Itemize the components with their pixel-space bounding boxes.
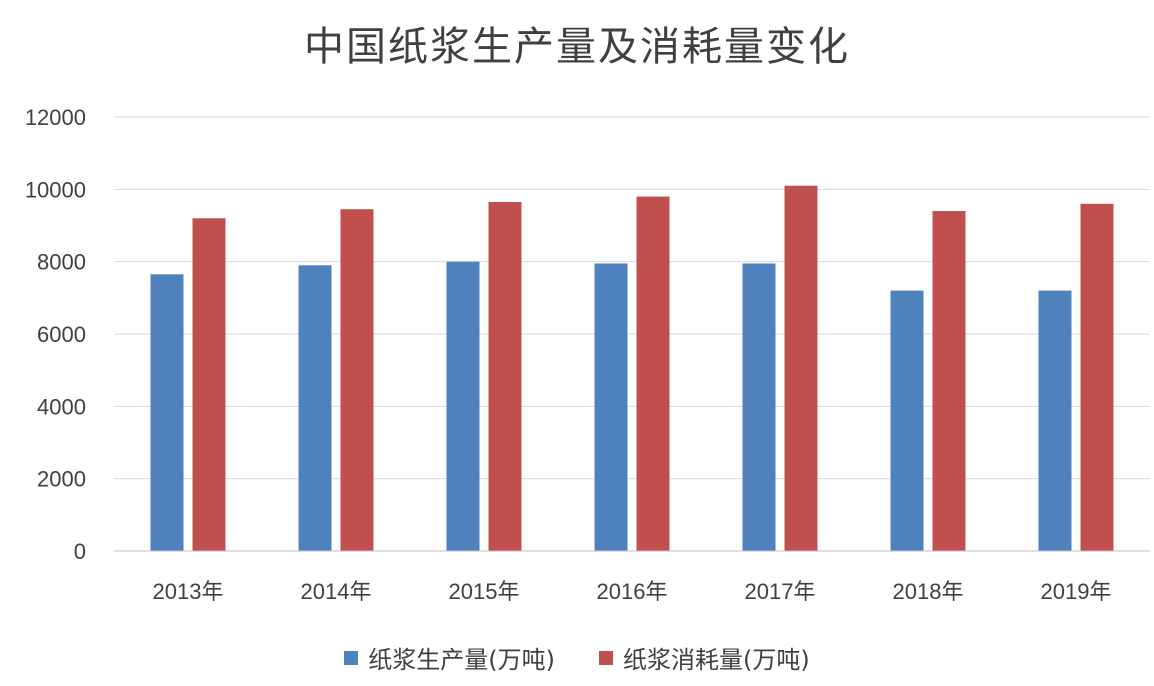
x-tick-label: 2017年 [745, 579, 816, 604]
legend-item-consumption: 纸浆消耗量(万吨) [599, 640, 810, 675]
bar-consumption-2019年 [1080, 203, 1114, 552]
bar-consumption-2016年 [636, 196, 670, 552]
bar-production-2019年 [1038, 290, 1072, 551]
bar-production-2014年 [298, 265, 332, 551]
bar-consumption-2017年 [784, 185, 818, 551]
y-tick-label: 4000 [37, 394, 86, 419]
bar-production-2018年 [890, 290, 924, 551]
y-tick-label: 10000 [25, 177, 86, 202]
x-tick-label: 2019年 [1041, 579, 1112, 604]
bar-consumption-2014年 [340, 209, 374, 551]
bar-production-2016年 [594, 263, 628, 551]
y-tick-label: 2000 [37, 467, 86, 492]
y-tick-label: 8000 [37, 250, 86, 275]
y-axis-ticks: 0 2000 4000 6000 8000 10000 12000 [25, 105, 86, 564]
legend-swatch-consumption [599, 650, 613, 665]
x-tick-label: 2015年 [449, 579, 520, 604]
bar-production-2013年 [150, 274, 184, 551]
x-tick-label: 2014年 [301, 579, 372, 604]
legend-label-production: 纸浆生产量(万吨) [368, 646, 555, 674]
legend-label-consumption: 纸浆消耗量(万吨) [623, 646, 810, 674]
chart-title: 中国纸浆生产量及消耗量变化 [304, 24, 850, 70]
legend: 纸浆生产量(万吨) 纸浆消耗量(万吨) [0, 640, 1154, 675]
bar-consumption-2015年 [488, 201, 522, 551]
x-tick-label: 2013年 [153, 579, 224, 604]
x-tick-label: 2018年 [893, 579, 964, 604]
bar-production-2017年 [742, 263, 776, 551]
legend-swatch-production [344, 650, 359, 665]
legend-item-production: 纸浆生产量(万吨) [344, 640, 555, 675]
bar-consumption-2018年 [932, 211, 966, 552]
gridlines [114, 116, 1150, 480]
y-tick-label: 6000 [37, 322, 86, 347]
y-tick-label: 0 [74, 539, 86, 564]
y-tick-label: 12000 [25, 105, 86, 130]
bars [150, 185, 1114, 552]
x-tick-label: 2016年 [597, 579, 668, 604]
bar-production-2015年 [446, 261, 480, 551]
bar-consumption-2013年 [192, 218, 226, 551]
x-axis-ticks: 2013年 2014年 2015年 2016年 2017年 2018年 2019年 [153, 579, 1112, 604]
